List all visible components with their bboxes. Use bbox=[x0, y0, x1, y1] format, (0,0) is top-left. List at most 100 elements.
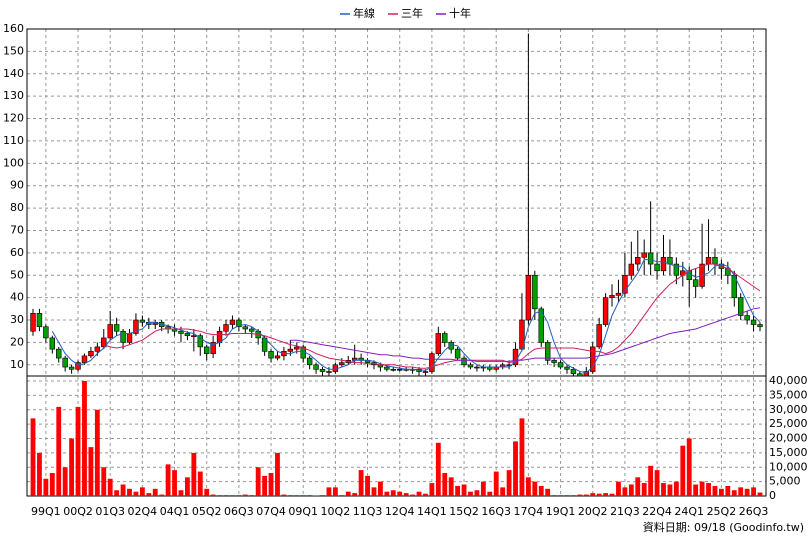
volume-bar bbox=[159, 494, 165, 496]
y2-tick-label: 30,000 bbox=[769, 403, 808, 416]
volume-bar bbox=[358, 470, 364, 496]
y-tick-label: 110 bbox=[3, 134, 24, 147]
ma-line bbox=[51, 259, 761, 374]
y-tick-label: 160 bbox=[3, 22, 24, 35]
candle-body bbox=[94, 346, 101, 352]
volume-bar bbox=[423, 493, 428, 496]
volume-bar bbox=[738, 487, 744, 496]
x-tick-label: 12Q4 bbox=[385, 505, 415, 518]
candle-body bbox=[332, 364, 339, 372]
volume-bar bbox=[455, 485, 461, 496]
candle-body bbox=[178, 330, 184, 334]
candle-body bbox=[107, 324, 113, 339]
y-tick-label: 140 bbox=[3, 67, 24, 80]
volume-bar bbox=[139, 487, 145, 496]
y2-tick-label: 5,000 bbox=[769, 475, 801, 488]
candle-body bbox=[551, 360, 557, 363]
candle-body bbox=[49, 337, 56, 350]
x-tick-label: 10Q2 bbox=[321, 505, 351, 518]
candle-body bbox=[56, 348, 62, 359]
x-tick-label: 22Q4 bbox=[642, 505, 672, 518]
candle-body bbox=[339, 362, 345, 366]
candle-body bbox=[641, 252, 647, 258]
y-tick-label: 100 bbox=[3, 156, 24, 169]
volume-bar bbox=[300, 495, 306, 496]
volume-bar bbox=[255, 467, 261, 496]
candle-body bbox=[30, 313, 36, 332]
volume-bar bbox=[622, 487, 628, 496]
candle-body bbox=[62, 357, 68, 368]
candle-body bbox=[242, 326, 249, 330]
y-tick-label: 130 bbox=[3, 89, 24, 102]
y2-tick-label: 35,000 bbox=[769, 388, 808, 401]
volume-bar bbox=[744, 488, 750, 496]
volume-bar bbox=[114, 490, 120, 496]
volume-bar bbox=[718, 488, 724, 496]
candle-body bbox=[429, 353, 435, 372]
volume-bar bbox=[416, 491, 422, 496]
candle-body bbox=[744, 315, 750, 321]
volume-bar bbox=[532, 481, 538, 496]
x-tick-label: 07Q4 bbox=[256, 505, 286, 518]
volume-bar bbox=[210, 494, 216, 496]
ma-line bbox=[290, 307, 761, 362]
x-tick-label: 00Q2 bbox=[63, 505, 93, 518]
candle-body bbox=[229, 319, 236, 325]
candle-body bbox=[532, 274, 538, 310]
candle-body bbox=[442, 333, 448, 343]
volume-bar bbox=[249, 495, 255, 496]
candle-body bbox=[36, 313, 43, 328]
volume-bar bbox=[313, 495, 319, 496]
volume-bar bbox=[365, 475, 370, 496]
volume-bar bbox=[345, 491, 351, 496]
volume-bar bbox=[435, 442, 441, 496]
volume-bar bbox=[275, 452, 280, 496]
candle-body bbox=[319, 368, 326, 372]
x-tick-label: 02Q4 bbox=[128, 505, 158, 518]
volume-bar bbox=[101, 467, 107, 496]
volume-bar bbox=[731, 490, 737, 496]
volume-bar bbox=[706, 483, 711, 496]
candle-body bbox=[75, 362, 81, 370]
volume-bar bbox=[378, 481, 383, 496]
volume-bar bbox=[513, 441, 518, 496]
volume-bar bbox=[223, 495, 229, 496]
y-tick-label: 50 bbox=[10, 268, 24, 281]
candle-body bbox=[43, 326, 49, 339]
candle-body bbox=[544, 342, 551, 361]
x-tick-label: 09Q1 bbox=[288, 505, 318, 518]
candle-body bbox=[68, 366, 75, 370]
y-tick-label: 120 bbox=[3, 112, 24, 125]
candle-body bbox=[577, 373, 583, 377]
volume-bar bbox=[56, 406, 62, 496]
volume-bar bbox=[236, 495, 242, 496]
candle-body bbox=[737, 297, 744, 316]
candle-body bbox=[615, 292, 622, 296]
y-tick-label: 10 bbox=[10, 358, 24, 371]
volume-bar bbox=[590, 493, 596, 496]
volume-bar bbox=[448, 477, 454, 496]
candle-body bbox=[236, 319, 242, 328]
volume-bar bbox=[62, 467, 68, 496]
candle-body bbox=[88, 351, 94, 357]
candle-body bbox=[326, 371, 332, 373]
candle-body bbox=[673, 263, 680, 276]
y-tick-label: 60 bbox=[10, 246, 24, 259]
volume-bar bbox=[661, 483, 666, 496]
candle-body bbox=[390, 368, 396, 371]
volume-bar bbox=[320, 495, 325, 496]
volume-bar bbox=[88, 447, 94, 496]
volume-bar bbox=[609, 493, 615, 496]
x-tick-label: 16Q3 bbox=[481, 505, 511, 518]
candle-body bbox=[435, 333, 442, 354]
candle-body bbox=[467, 364, 474, 368]
volume-bar bbox=[281, 494, 287, 496]
y-tick-label: 80 bbox=[10, 201, 24, 214]
volume-bar bbox=[577, 494, 583, 496]
candle-body bbox=[647, 252, 654, 265]
volume-bar bbox=[583, 494, 589, 496]
volume-bar bbox=[403, 493, 409, 496]
volume-bar bbox=[242, 494, 248, 496]
volume-bar bbox=[43, 478, 49, 496]
